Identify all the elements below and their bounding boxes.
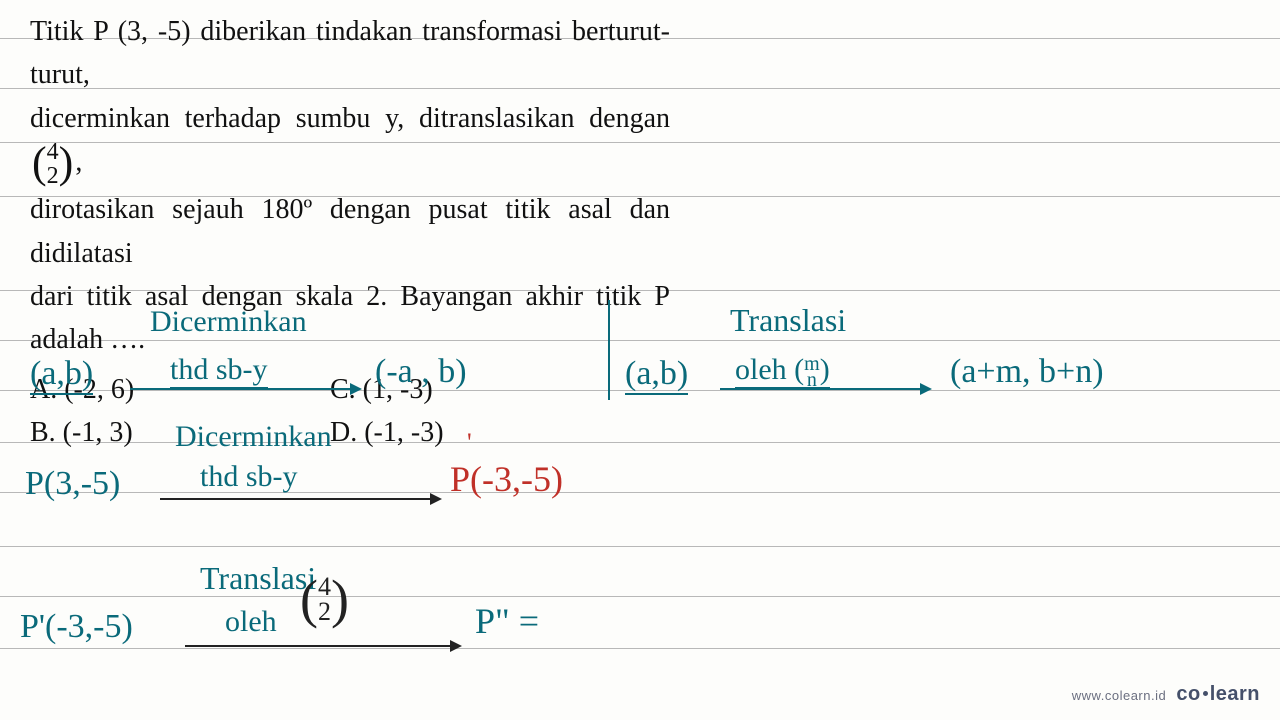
hand-rule1-rhs: (-a , b) <box>375 353 467 391</box>
hand-step1-mark: ' <box>467 428 472 458</box>
hand-step2-lhs: P'(-3,-5) <box>20 608 133 646</box>
hand-rule2-sub: oleh (mn) <box>735 353 830 388</box>
brand-logo: colearn <box>1176 683 1260 705</box>
hand-step2-vec: (42) <box>300 575 349 624</box>
vector-bottom: 2 <box>47 164 59 188</box>
brand-part: learn <box>1210 683 1260 705</box>
arrow-icon <box>720 388 930 390</box>
divider-bar <box>608 300 610 400</box>
hand-step1-rhs: P(-3,-5) <box>450 458 563 500</box>
dot-icon <box>1203 691 1208 696</box>
question-text: dicerminkan terhadap sumbu y, ditranslas… <box>30 103 670 134</box>
watermark-site: www.colearn.id <box>1072 688 1166 703</box>
question-text: , <box>75 147 82 178</box>
hand-text: oleh ( <box>735 353 804 386</box>
hand-step1-sub: thd sb-y <box>200 460 298 494</box>
arrow-icon <box>185 645 460 647</box>
hand-rule2-lhs: (a,b) <box>625 355 688 393</box>
option-d: D. (-1, -3) <box>330 411 630 454</box>
question-line: dicerminkan terhadap sumbu y, ditranslas… <box>30 97 670 188</box>
hand-step2-rhs: P" = <box>475 600 539 642</box>
hand-rule1-label: Dicerminkan <box>150 305 307 339</box>
hand-step2-sub: oleh <box>225 605 277 639</box>
hand-vec-bot: 2 <box>318 600 331 625</box>
brand-part: co <box>1176 683 1200 705</box>
hand-rule2-label: Translasi <box>730 302 846 339</box>
hand-step1-label: Dicerminkan <box>175 420 332 454</box>
hand-step2-label: Translasi <box>200 560 316 597</box>
arrow-icon <box>160 498 440 500</box>
watermark: www.colearn.id colearn <box>1072 683 1260 706</box>
hand-vec-top: 4 <box>318 575 331 600</box>
hand-rule1-lhs: (a,b) <box>30 355 93 393</box>
hand-text: ) <box>820 353 830 386</box>
vector-top: 4 <box>47 140 59 164</box>
arrow-icon <box>130 388 360 390</box>
question-line: Titik P (3, -5) diberikan tindakan trans… <box>30 10 670 97</box>
hand-rule1-sub: thd sb-y <box>170 353 268 387</box>
question-line: dirotasikan sejauh 180º dengan pusat tit… <box>30 188 670 275</box>
hand-step1-lhs: P(3,-5) <box>25 465 120 503</box>
translation-vector: (42) <box>30 140 75 188</box>
question-line: dari titik asal dengan skala 2. Bayangan… <box>30 275 670 362</box>
hand-rule2-rhs: (a+m, b+n) <box>950 353 1104 391</box>
